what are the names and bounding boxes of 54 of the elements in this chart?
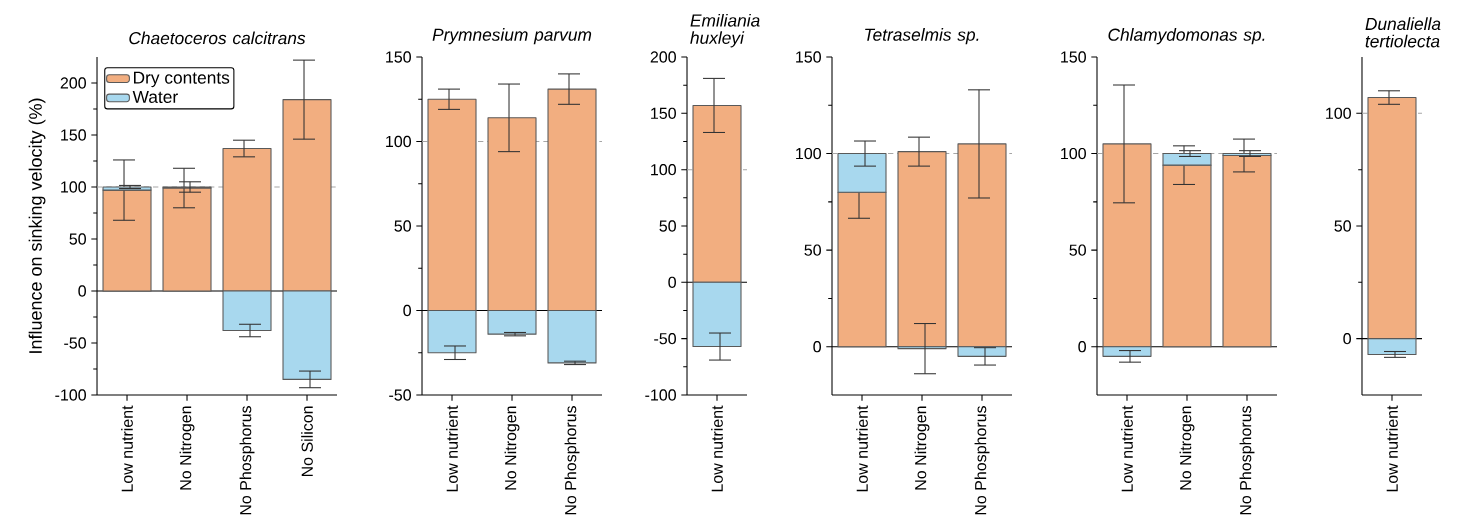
- y-tick-label: 50: [804, 244, 821, 256]
- x-tick-label: Low nutrient: [1386, 405, 1398, 492]
- y-tick-label: 150: [61, 129, 86, 141]
- x-tick-label: No Nitrogen: [914, 406, 930, 490]
- y-tick-label: 0: [1343, 333, 1351, 345]
- x-tick-label: No Nitrogen: [504, 406, 520, 490]
- legend-label: Dry contents: [134, 71, 230, 88]
- y-tick-label: 150: [1061, 51, 1086, 63]
- y-tick-label: 50: [1334, 220, 1351, 232]
- y-tick-label: 0: [813, 341, 821, 353]
- y-tick-label: 100: [651, 164, 676, 176]
- y-axis-title: Influence on sinking velocity (%): [28, 98, 46, 353]
- y-tick-label: 0: [78, 285, 86, 297]
- x-tick-label: No Nitrogen: [1179, 406, 1195, 490]
- y-tick-label: 0: [668, 276, 676, 288]
- y-tick-label: 100: [386, 135, 411, 148]
- y-tick-label: 100: [796, 147, 821, 160]
- y-tick-label: 150: [651, 107, 676, 119]
- x-tick-label: Low nutrient: [1121, 405, 1133, 492]
- legend-label: Water: [132, 90, 178, 104]
- y-tick-label: 100: [1061, 147, 1086, 160]
- chart-title: Prymnesium parvum: [432, 28, 592, 45]
- y-tick-label: -50: [64, 337, 86, 349]
- x-tick-label: No Phosphorus: [974, 406, 990, 515]
- chart-title: Chlamydomonas sp.: [1108, 28, 1265, 45]
- y-tick-label: 50: [659, 220, 676, 232]
- y-tick-label: 0: [1078, 341, 1086, 353]
- y-tick-label: 100: [1326, 107, 1351, 119]
- y-tick-label: -50: [389, 389, 411, 401]
- y-tick-label: 50: [69, 233, 86, 245]
- y-tick-label: 150: [386, 51, 411, 63]
- chart-title: Tetraselmis sp.: [865, 28, 979, 45]
- y-tick-label: 100: [61, 181, 86, 193]
- x-tick-label: Low nutrient: [121, 405, 133, 492]
- x-tick-label: No Phosphorus: [239, 406, 255, 515]
- y-tick-label: 150: [796, 51, 821, 63]
- x-tick-label: Low nutrient: [711, 405, 723, 492]
- y-tick-label: 50: [1069, 244, 1086, 256]
- chart-title: Dunaliella tertiolecta: [1365, 17, 1441, 48]
- x-tick-label: Low nutrient: [446, 405, 458, 492]
- x-tick-label: No Nitrogen: [179, 406, 195, 490]
- y-tick-label: 200: [650, 51, 676, 63]
- y-tick-label: -50: [654, 333, 676, 345]
- x-tick-label: Low nutrient: [856, 405, 868, 492]
- y-tick-label: 0: [403, 304, 411, 317]
- y-tick-label: 200: [60, 77, 86, 89]
- x-tick-label: No Silicon: [301, 406, 313, 477]
- chart-title: Emiliania huxleyi: [690, 13, 760, 48]
- y-tick-label: -100: [645, 389, 676, 401]
- chart-title: Chaetoceros calcitrans: [129, 31, 306, 45]
- y-tick-label: 50: [394, 220, 411, 232]
- x-tick-label: No Phosphorus: [1239, 406, 1255, 515]
- x-tick-label: No Phosphorus: [564, 406, 580, 515]
- y-tick-label: -100: [55, 389, 86, 401]
